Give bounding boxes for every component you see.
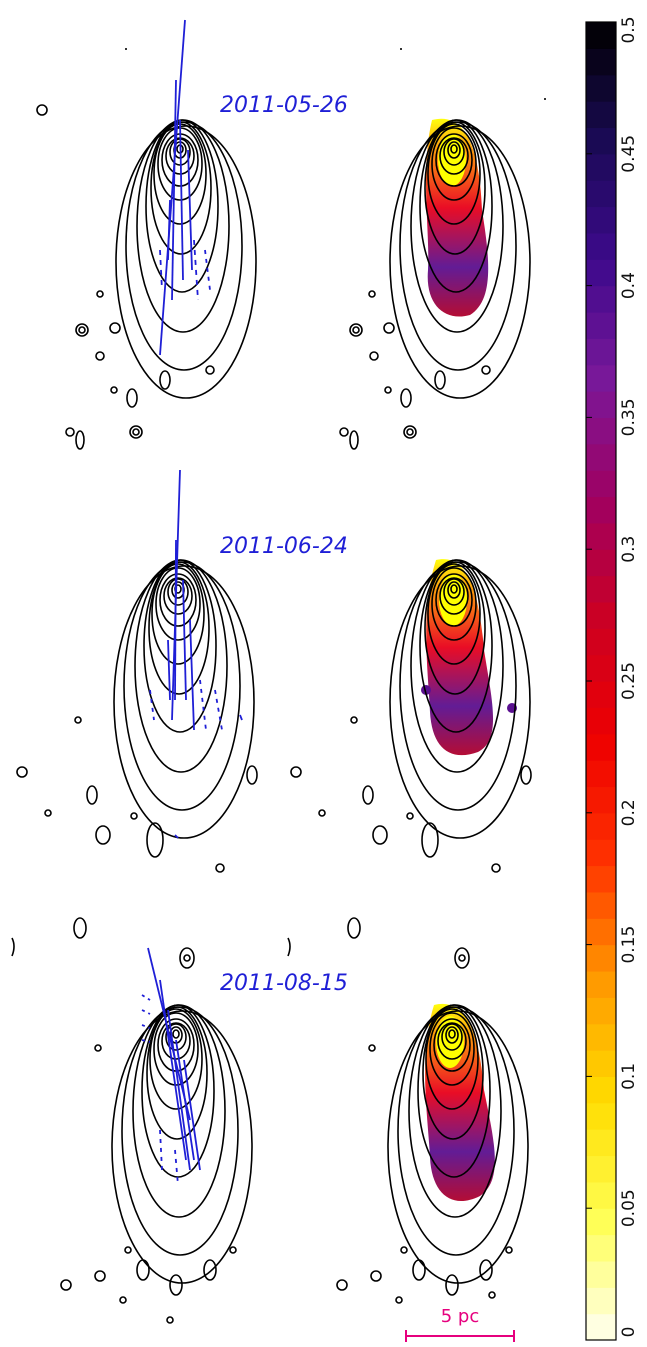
colorbar-band <box>586 707 616 735</box>
colorbar-band <box>586 812 616 840</box>
colorbar-band <box>586 865 616 893</box>
colorbar-tick-label: 0 <box>619 1327 639 1338</box>
colorbar-band <box>586 391 616 418</box>
epoch-label-3: 2011-08-15 <box>220 971 348 996</box>
colorbar-band <box>586 180 616 208</box>
contour-map-right-3 <box>287 917 529 1304</box>
colorbar-band <box>586 733 616 761</box>
colorbar-band <box>586 232 616 260</box>
evpa-vectors-2 <box>149 469 243 839</box>
colorbar-band <box>586 22 616 49</box>
colorbar-bands <box>586 22 616 1341</box>
contour-map-right-2 <box>290 559 532 873</box>
contour-map-left-1 <box>36 48 257 450</box>
colorbar-band <box>586 127 616 155</box>
colorbar-tick-label: 0.4 <box>619 272 639 299</box>
scale-bar-label: 5 pc <box>441 1306 480 1327</box>
colorbar-band <box>586 970 616 998</box>
colorbar-band <box>586 74 616 102</box>
contour-map-left-3 <box>11 917 253 1324</box>
colorbar-band <box>586 285 616 313</box>
colorbar-tick-label: 0.3 <box>619 536 639 563</box>
colorbar-band <box>586 496 616 524</box>
colorbar-band <box>586 1076 616 1104</box>
contour-map-left-2 <box>16 559 258 873</box>
colorbar-band <box>586 891 616 919</box>
panel-row-1: 2011-05-26 <box>36 19 546 450</box>
colorbar-tick-label: 0.25 <box>619 662 639 700</box>
colorbar-band <box>586 417 616 445</box>
colorbar-band <box>586 997 616 1025</box>
colorbar-band <box>586 259 616 287</box>
colorbar-band <box>586 311 616 339</box>
colorbar-band <box>586 1181 616 1209</box>
scale-bar: 5 pc <box>405 1306 515 1342</box>
colorbar-band <box>586 1050 616 1077</box>
colorbar-band <box>586 786 616 814</box>
colorbar-band <box>586 1023 616 1051</box>
colorbar: 0 0.05 0.1 0.15 0.2 0.25 0.3 0.35 0.4 0.45 0.5 <box>585 16 639 1341</box>
colorbar-band <box>586 206 616 234</box>
colorbar-band <box>586 1155 616 1183</box>
colorbar-band <box>586 522 616 550</box>
colorbar-band <box>586 681 616 708</box>
colorbar-band <box>586 1287 616 1315</box>
colorbar-band <box>586 549 616 577</box>
colorbar-tick-label: 0.2 <box>619 799 639 826</box>
evpa-vectors-3 <box>141 947 201 1186</box>
colorbar-band <box>586 601 616 629</box>
colorbar-band <box>586 443 616 471</box>
evpa-vectors-1 <box>159 19 211 356</box>
epoch-label-1: 2011-05-26 <box>220 93 348 118</box>
colorbar-band <box>586 338 616 366</box>
colorbar-band <box>586 1208 616 1236</box>
colorbar-band <box>586 153 616 181</box>
colorbar-ticks: 0 0.05 0.1 0.15 0.2 0.25 0.3 0.35 0.4 0.45 0.5 <box>586 16 639 1341</box>
colorbar-tick-label: 0.1 <box>619 1063 639 1090</box>
colorbar-band <box>586 944 616 972</box>
epoch-label-2: 2011-06-24 <box>220 534 348 559</box>
colorbar-tick-label: 0.5 <box>619 16 639 43</box>
colorbar-band <box>586 1234 616 1262</box>
colorbar-band <box>586 101 616 129</box>
colorbar-band <box>586 48 616 76</box>
colorbar-band <box>586 364 616 392</box>
colorbar-band <box>586 1102 616 1130</box>
colorbar-tick-label: 0.35 <box>619 398 639 436</box>
colorbar-band <box>586 1313 616 1341</box>
colorbar-band <box>586 654 616 682</box>
colorbar-band <box>586 760 616 788</box>
colorbar-band <box>586 628 616 656</box>
colorbar-tick-label: 0.45 <box>619 135 639 173</box>
colorbar-band <box>586 1260 616 1288</box>
colorbar-band <box>586 1129 616 1157</box>
contour-map-right-1 <box>339 48 546 450</box>
panel-row-2: 2011-06-24 <box>16 469 532 873</box>
colorbar-band <box>586 839 616 867</box>
colorbar-band <box>586 470 616 498</box>
colorbar-band <box>586 575 616 603</box>
colorbar-tick-label: 0.15 <box>619 926 639 964</box>
panel-row-3: 2011-08-15 <box>11 917 529 1324</box>
colorbar-tick-label: 0.05 <box>619 1189 639 1227</box>
colorbar-band <box>586 918 616 946</box>
